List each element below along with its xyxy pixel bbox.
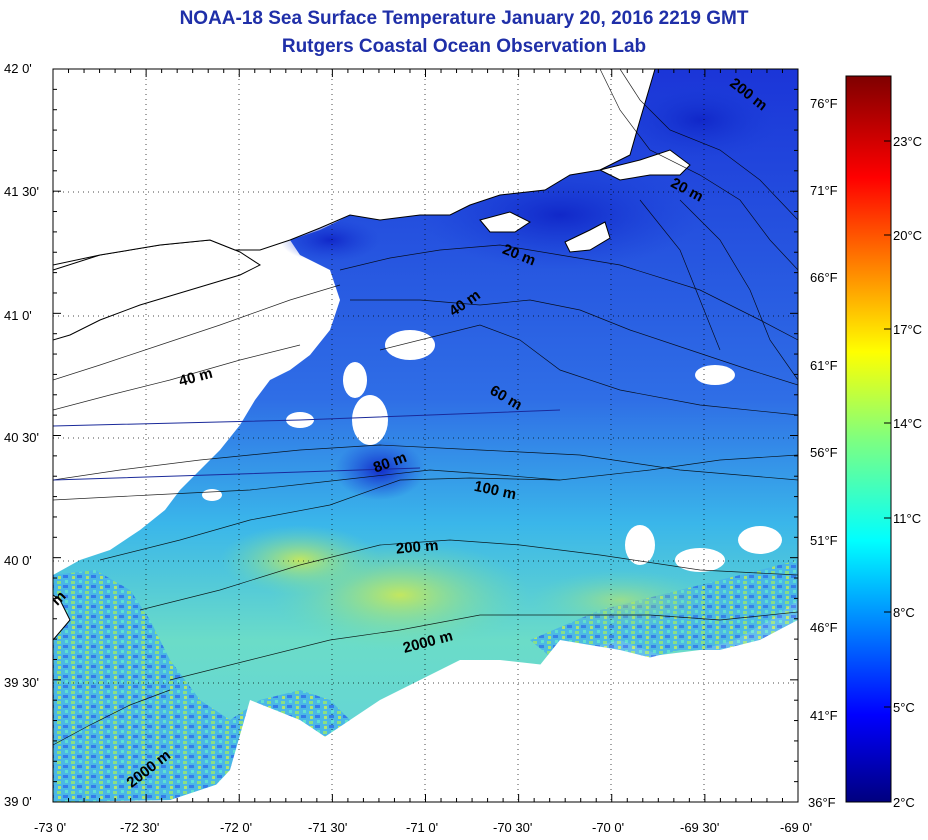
contour-label: 200 m [395,537,439,558]
lon-tick-label: -72 0' [220,820,253,835]
lon-tick-label: -71 0' [406,820,439,835]
land-cape-cod [598,149,691,181]
land-new-jersey [53,594,71,641]
lat-tick-label: 41 0' [4,308,32,323]
map-title: NOAA-18 Sea Surface Temperature January … [179,8,749,29]
lat-tick-label: 40 30' [4,430,40,445]
lon-tick-label: -69 30' [680,820,720,835]
colorbar-c-label: 14°C [893,416,923,431]
lon-tick-label: -71 30' [308,820,348,835]
colorbar-f-label: 51°F [810,533,838,548]
colorbar-c-label: 2°C [893,795,915,810]
lat-tick-label: 41 30' [4,184,40,199]
colorbar-c-label: 23°C [893,134,923,149]
land-marthas-vineyard [479,211,531,233]
land-nantucket [564,221,611,253]
colorbar [845,75,892,803]
lon-tick-label: -73 0' [34,820,67,835]
colorbar-f-label: 46°F [810,620,838,635]
colorbar-f-label: 41°F [810,708,838,723]
colorbar-c-label: 20°C [893,228,923,243]
colorbar-c-label: 11°C [893,511,922,526]
lat-tick-label: 42 0' [4,61,32,76]
colorbar-f-label: 61°F [810,358,838,373]
colorbar-f-label: 36°F [808,795,836,810]
lon-tick-label: -69 0' [780,820,813,835]
land-new-england [53,69,656,266]
lon-tick-label: -70 0' [592,820,625,835]
colorbar-c-label: 5°C [893,700,915,715]
colorbar-c-label: 8°C [893,605,915,620]
lon-tick-label: -72 30' [120,820,160,835]
colorbar-f-label: 56°F [810,445,838,460]
lat-tick-label: 40 0' [4,553,32,568]
colorbar-f-label: 71°F [810,183,838,198]
map-subtitle: Rutgers Coastal Ocean Observation Lab [281,36,647,57]
lat-tick-label: 39 0' [4,794,32,809]
lon-tick-label: -70 30' [493,820,533,835]
colorbar-f-label: 76°F [810,96,838,111]
colorbar-f-label: 66°F [810,270,838,285]
colorbar-c-label: 17°C [893,322,923,337]
lat-tick-label: 39 30' [4,675,40,690]
